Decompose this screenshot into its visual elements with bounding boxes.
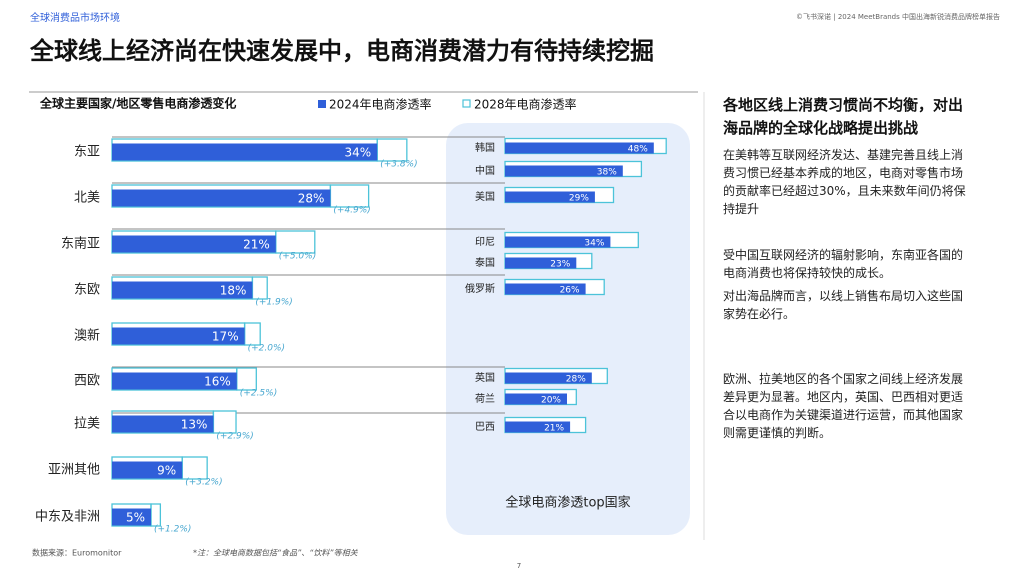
increment-bar <box>251 276 268 300</box>
value-label: 18% <box>220 284 247 298</box>
category-label: 东欧 <box>74 283 100 298</box>
value-label: 16% <box>204 375 231 389</box>
category-label: 中东及非洲 <box>35 510 100 525</box>
increment-label: (+5.0%) <box>279 252 316 262</box>
bar <box>112 372 237 390</box>
legend-swatch <box>462 99 471 108</box>
category-label: 印尼 <box>475 236 495 248</box>
category-label: 韩国 <box>475 141 495 154</box>
footnote: *注：全球电商数据包括“食品”、“饮料”等相关 <box>193 549 359 558</box>
bar <box>112 281 253 299</box>
bar <box>112 461 183 479</box>
bar <box>505 393 567 405</box>
section-tag: 全球消费品市场环境 <box>30 11 120 24</box>
value-label: 5% <box>126 511 145 525</box>
bar <box>505 372 592 384</box>
report-source: ©飞书深诺 | 2024 MeetBrands 中国出海新锐消费品牌榜单报告 <box>796 12 1000 21</box>
panel-title: 全球电商渗透top国家 <box>505 495 630 511</box>
value-label: 29% <box>569 194 589 204</box>
note-paragraph: 对出海品牌而言，以线上销售布局切入这些国家势在必行。 <box>723 289 964 321</box>
value-label: 9% <box>157 464 176 478</box>
bar <box>505 165 623 177</box>
category-label: 东南亚 <box>61 236 100 252</box>
bar <box>112 415 214 433</box>
increment-bar <box>236 367 257 391</box>
increment-bar <box>243 322 261 346</box>
category-label: 英国 <box>475 371 495 384</box>
value-label: 20% <box>541 396 561 406</box>
note-paragraph: 受中国互联网经济的辐射影响，东南亚各国的电商消费也将保持较快的成长。 <box>723 248 964 280</box>
increment-label: (+4.9%) <box>333 206 370 216</box>
increment-label: (+2.5%) <box>240 389 277 399</box>
note-paragraph: 欧洲、拉美地区的各个国家之间线上经济发展差异更为显著。地区内，英国、巴西相对更适… <box>723 372 964 440</box>
value-label: 26% <box>560 286 580 296</box>
chart-title: 全球主要国家/地区零售电商渗透变化 <box>39 96 236 111</box>
bar <box>505 421 571 433</box>
increment-label: (+3.8%) <box>380 160 417 170</box>
category-label: 俄罗斯 <box>465 282 495 295</box>
bar <box>505 283 586 295</box>
increment-label: (+1.2%) <box>154 525 191 535</box>
increment-label: (+1.9%) <box>255 298 292 308</box>
increment-bar <box>376 138 408 162</box>
category-label: 中国 <box>475 164 495 177</box>
value-label: 34% <box>345 146 372 160</box>
bar <box>505 191 595 203</box>
bar <box>112 327 245 345</box>
data-source: 数据来源：Euromonitor <box>32 548 122 558</box>
connectors <box>112 136 505 414</box>
legend-label: 2024年电商渗透率 <box>329 97 432 112</box>
bar <box>112 508 151 526</box>
bar <box>505 257 577 269</box>
value-label: 28% <box>298 192 325 206</box>
note-paragraph: 在美韩等互联网经济发达、基建完善且线上消费习惯已经基本养成的地区，电商对零售市场… <box>723 148 966 216</box>
page-title: 全球线上经济尚在快速发展中，电商消费潜力有待持续挖掘 <box>29 37 654 65</box>
increment-bar <box>212 410 237 434</box>
increment-bar <box>275 230 316 254</box>
increment-bar <box>150 503 162 527</box>
category-label: 澳新 <box>74 328 100 344</box>
increment-label: (+2.0%) <box>248 344 285 354</box>
category-label: 西欧 <box>74 374 100 389</box>
value-label: 38% <box>597 168 617 178</box>
category-label: 美国 <box>475 190 495 203</box>
increment-bar <box>329 184 370 208</box>
category-label: 东亚 <box>74 145 100 160</box>
bar <box>505 142 654 154</box>
bar <box>505 236 611 248</box>
category-label: 北美 <box>74 191 100 206</box>
increment-label: (+2.9%) <box>216 432 253 442</box>
category-label: 亚洲其他 <box>48 463 100 478</box>
value-label: 21% <box>544 424 564 434</box>
category-label: 泰国 <box>475 256 495 269</box>
legend-swatch <box>318 100 326 108</box>
value-label: 48% <box>628 145 648 155</box>
page-number: 7 <box>517 562 521 570</box>
category-label: 拉美 <box>74 417 100 432</box>
value-label: 17% <box>212 330 239 344</box>
value-label: 34% <box>584 239 604 249</box>
category-label: 荷兰 <box>475 392 495 405</box>
bar <box>112 143 378 161</box>
value-label: 21% <box>243 238 270 252</box>
panel <box>446 123 690 535</box>
value-label: 28% <box>566 375 586 385</box>
value-label: 23% <box>550 260 570 270</box>
increment-label: (+3.2%) <box>185 478 222 488</box>
increment-bar <box>181 456 208 480</box>
notes-heading: 各地区线上消费习惯尚不均衡，对出海品牌的全球化战略提出挑战 <box>723 96 964 137</box>
legend-label: 2028年电商渗透率 <box>474 97 577 112</box>
bar <box>112 235 276 253</box>
category-label: 巴西 <box>475 421 495 433</box>
bar <box>112 189 331 207</box>
value-label: 13% <box>181 418 208 432</box>
